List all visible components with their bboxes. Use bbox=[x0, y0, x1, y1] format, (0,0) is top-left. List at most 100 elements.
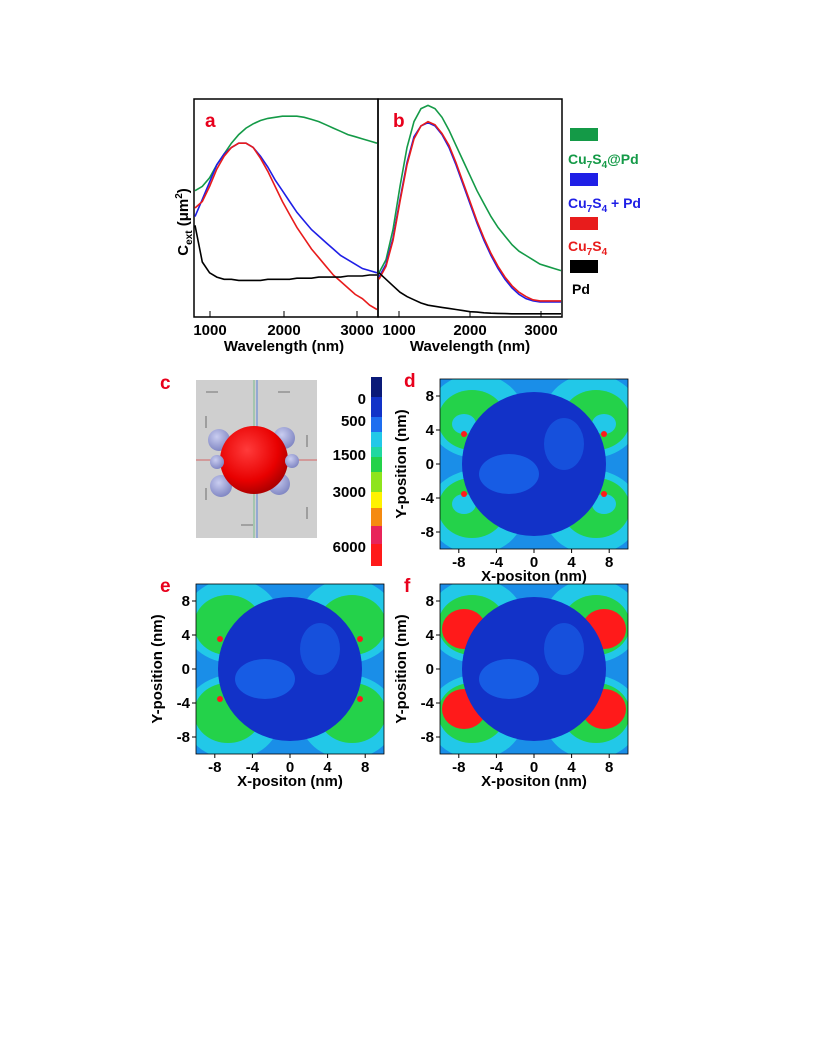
legend-swatch-cu7s4-pd bbox=[570, 128, 598, 141]
legend: Cu7S4@Pd Cu7S4 + Pd Cu7S4 Pd bbox=[568, 128, 641, 297]
series-line-cu7s4-pd bbox=[194, 115, 378, 192]
panel-b: b 1000 2000 3000 Wavelength (nm) bbox=[377, 98, 563, 355]
panel-a-letter: a bbox=[205, 111, 216, 132]
colorbar-seg bbox=[371, 508, 382, 526]
x-tick-label: -4 bbox=[490, 759, 504, 776]
y-axis-label: Y-position (nm) bbox=[393, 409, 410, 518]
panel-b-letter: b bbox=[393, 111, 405, 132]
colorbar-seg bbox=[371, 526, 382, 544]
panel-a: a 1000 2000 3000 Wavelength (nm) Cext (μ… bbox=[174, 98, 379, 355]
legend-label-cu7s4: Cu7S4 bbox=[568, 238, 608, 258]
x-tick-label: 0 bbox=[530, 554, 538, 571]
y-tick-label: 8 bbox=[182, 593, 190, 610]
colorbar-tick-1500: 1500 bbox=[333, 447, 366, 464]
y-tick-label: 0 bbox=[182, 661, 190, 678]
field-hotspot bbox=[208, 619, 232, 639]
particle-texture bbox=[479, 454, 539, 494]
ylabel-base: C bbox=[175, 245, 192, 256]
x-tick-label: -8 bbox=[208, 759, 221, 776]
series-line-cu7s4 bbox=[378, 120, 561, 302]
field-hotspot-point bbox=[217, 636, 223, 642]
panel-a-xtick-1000: 1000 bbox=[193, 322, 226, 339]
y-tick-label: 0 bbox=[426, 661, 434, 678]
series-line-pd bbox=[194, 225, 377, 282]
field-hotspot bbox=[452, 414, 476, 434]
field-hotspot-point bbox=[601, 491, 607, 497]
x-tick-label: -4 bbox=[246, 759, 260, 776]
panel-e-letter: e bbox=[160, 576, 171, 597]
field-hotspot bbox=[208, 699, 232, 719]
y-tick-label: -4 bbox=[177, 695, 191, 712]
series-line-cu7s4-pd bbox=[378, 104, 562, 274]
panel-f-letter: f bbox=[404, 576, 411, 597]
y-tick-label: 8 bbox=[426, 388, 434, 405]
panel-d: d -8 -4 0 4 8 8 4 0 -4 -8 X-positon (nm) Y-position … bbox=[393, 371, 629, 585]
particle-texture bbox=[544, 623, 584, 675]
legend-label-cu7s4-pd: Cu7S4@Pd bbox=[568, 151, 639, 171]
panel-a-xlabel: Wavelength (nm) bbox=[224, 338, 344, 355]
x-tick-label: 8 bbox=[361, 759, 369, 776]
legend-label-cu7s4-plus-pd: Cu7S4 + Pd bbox=[568, 195, 641, 215]
x-tick-label: 4 bbox=[567, 554, 576, 571]
colorbar-tick-3000: 3000 bbox=[333, 484, 366, 501]
field-hotspot-point bbox=[461, 491, 467, 497]
field-hotspot bbox=[348, 619, 372, 639]
x-tick-label: 0 bbox=[530, 759, 538, 776]
pd-sphere bbox=[285, 454, 299, 468]
y-tick-label: 4 bbox=[182, 627, 191, 644]
y-tick-label: 0 bbox=[426, 456, 434, 473]
field-hotspot-point bbox=[461, 431, 467, 437]
colorbar-seg bbox=[371, 432, 382, 447]
panel-b-xticks: 1000 2000 3000 bbox=[382, 322, 557, 339]
colorbar: 0 500 1500 3000 6000 bbox=[333, 377, 382, 566]
y-tick-label: -8 bbox=[177, 729, 190, 746]
x-tick-label: 8 bbox=[605, 554, 613, 571]
colorbar-seg bbox=[371, 457, 382, 472]
heatmap-field bbox=[196, 584, 384, 754]
panel-a-ylabel: Cext (μm2) bbox=[174, 188, 195, 256]
colorbar-seg bbox=[371, 447, 382, 457]
x-tick-label: 4 bbox=[323, 759, 332, 776]
panel-c-letter: c bbox=[160, 373, 171, 394]
legend-label-pd: Pd bbox=[572, 281, 590, 297]
colorbar-seg bbox=[371, 544, 382, 566]
panel-e: e -8 -4 0 4 8 8 4 0 -4 -8 X-positon (nm) Y-position … bbox=[149, 576, 385, 790]
field-hotspot-point bbox=[601, 431, 607, 437]
panel-b-xtick-2000: 2000 bbox=[453, 322, 486, 339]
colorbar-seg bbox=[371, 417, 382, 432]
x-tick-label: 0 bbox=[286, 759, 294, 776]
panel-d-letter: d bbox=[404, 371, 416, 392]
heatmap-field bbox=[440, 584, 628, 754]
panel-a-xtick-2000: 2000 bbox=[267, 322, 300, 339]
field-hotspot-point bbox=[461, 696, 467, 702]
y-tick-label: 4 bbox=[426, 422, 435, 439]
colorbar-seg bbox=[371, 397, 382, 417]
panel-b-frame bbox=[377, 98, 563, 318]
legend-swatch-pd bbox=[570, 260, 598, 273]
pd-sphere bbox=[210, 455, 224, 469]
particle-texture bbox=[544, 418, 584, 470]
field-hotspot-point bbox=[461, 636, 467, 642]
cu7s4-sphere bbox=[220, 426, 288, 494]
x-tick-label: 4 bbox=[567, 759, 576, 776]
colorbar-seg bbox=[371, 492, 382, 508]
ylabel-sup: 2 bbox=[174, 193, 185, 199]
panel-f: f -8 -4 0 4 8 8 4 0 -4 -8 X-positon (nm) Y-position … bbox=[393, 576, 629, 790]
y-tick-label: -8 bbox=[421, 729, 434, 746]
field-hotspot-point bbox=[601, 696, 607, 702]
y-axis-label: Y-position (nm) bbox=[393, 614, 410, 723]
field-hotspot bbox=[452, 494, 476, 514]
x-tick-label: -4 bbox=[490, 554, 504, 571]
panel-b-xtick-3000: 3000 bbox=[524, 322, 557, 339]
panel-a-series bbox=[194, 115, 378, 311]
y-axis-label: Y-position (nm) bbox=[149, 614, 166, 723]
ylabel-mid: (μm bbox=[175, 199, 192, 231]
x-tick-label: -8 bbox=[452, 554, 465, 571]
colorbar-seg bbox=[371, 377, 382, 397]
y-tick-label: 8 bbox=[426, 593, 434, 610]
y-tick-label: -4 bbox=[421, 490, 435, 507]
legend-swatch-cu7s4-plus-pd bbox=[570, 173, 598, 186]
series-line-cu7s4 bbox=[194, 142, 378, 311]
colorbar-seg bbox=[371, 472, 382, 492]
